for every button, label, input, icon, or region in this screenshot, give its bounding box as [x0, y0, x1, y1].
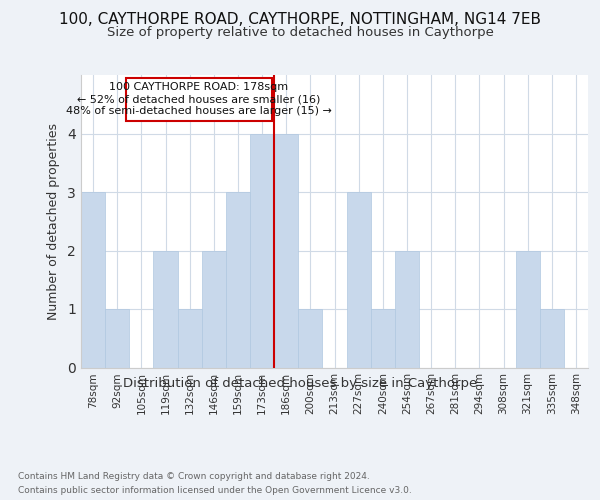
Bar: [202, 250, 226, 368]
Bar: [81, 192, 105, 368]
Bar: [515, 250, 540, 368]
Bar: [178, 309, 202, 368]
Text: Distribution of detached houses by size in Caythorpe: Distribution of detached houses by size …: [123, 378, 477, 390]
Text: 100 CAYTHORPE ROAD: 178sqm: 100 CAYTHORPE ROAD: 178sqm: [109, 82, 288, 92]
Text: 48% of semi-detached houses are larger (15) →: 48% of semi-detached houses are larger (…: [66, 106, 332, 116]
Text: Contains HM Land Registry data © Crown copyright and database right 2024.: Contains HM Land Registry data © Crown c…: [18, 472, 370, 481]
Bar: [250, 134, 274, 368]
Bar: [540, 309, 564, 368]
Bar: [105, 309, 129, 368]
Bar: [226, 192, 250, 368]
Bar: [395, 250, 419, 368]
Text: 100, CAYTHORPE ROAD, CAYTHORPE, NOTTINGHAM, NG14 7EB: 100, CAYTHORPE ROAD, CAYTHORPE, NOTTINGH…: [59, 12, 541, 28]
Bar: [274, 134, 298, 368]
Text: Contains public sector information licensed under the Open Government Licence v3: Contains public sector information licen…: [18, 486, 412, 495]
Bar: [347, 192, 371, 368]
FancyBboxPatch shape: [125, 78, 272, 120]
Bar: [298, 309, 322, 368]
Y-axis label: Number of detached properties: Number of detached properties: [47, 122, 61, 320]
Bar: [154, 250, 178, 368]
Text: Size of property relative to detached houses in Caythorpe: Size of property relative to detached ho…: [107, 26, 493, 39]
Text: ← 52% of detached houses are smaller (16): ← 52% of detached houses are smaller (16…: [77, 94, 320, 104]
Bar: [371, 309, 395, 368]
